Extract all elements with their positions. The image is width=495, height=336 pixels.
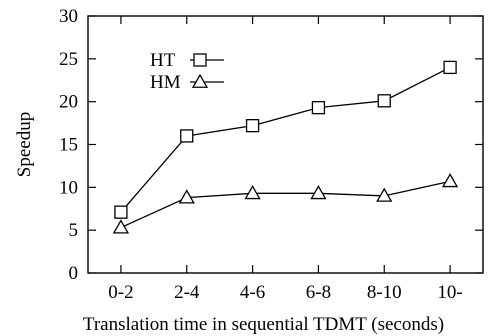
y-tick-label: 10 (59, 177, 78, 198)
data-point-ht (311, 101, 326, 115)
legend-marker-hm (191, 73, 209, 88)
x-tick-label: 6-8 (306, 282, 331, 303)
plot-frame (87, 15, 484, 274)
data-point-hm (112, 219, 130, 234)
data-point-ht (245, 119, 260, 133)
series-line-hm (120, 180, 451, 229)
data-point-ht (114, 205, 128, 219)
x-tick-label: 4-6 (240, 282, 265, 303)
y-tick-label: 30 (59, 6, 78, 27)
y-tick-label: 25 (59, 49, 78, 70)
y-tick-label: 20 (59, 92, 78, 113)
legend-label-ht: HT (150, 50, 176, 71)
data-point-hm (244, 185, 261, 200)
data-point-hm (376, 187, 393, 202)
y-tick-label: 15 (59, 135, 78, 156)
data-point-ht (180, 129, 194, 143)
x-tick-label: 10- (437, 282, 462, 303)
y-tick-label: 0 (69, 263, 79, 284)
data-point-ht (377, 94, 391, 108)
x-axis-title: Translation time in sequential TDMT (sec… (83, 314, 444, 335)
data-point-hm (178, 189, 195, 204)
y-axis-title: Speedup (14, 112, 35, 177)
x-tick-label: 0-2 (108, 282, 133, 303)
data-point-hm (441, 173, 459, 188)
legend-label-hm: HM (150, 72, 181, 93)
x-tick-label: 2-4 (174, 282, 200, 303)
x-tick-label: 8-10 (367, 282, 402, 303)
data-point-hm (310, 185, 327, 200)
legend-marker-ht (193, 53, 207, 67)
series-ht (114, 60, 457, 219)
series-hm (112, 173, 459, 234)
data-point-ht (443, 60, 457, 75)
series-line-ht (120, 66, 451, 213)
y-tick-label: 5 (69, 220, 79, 241)
